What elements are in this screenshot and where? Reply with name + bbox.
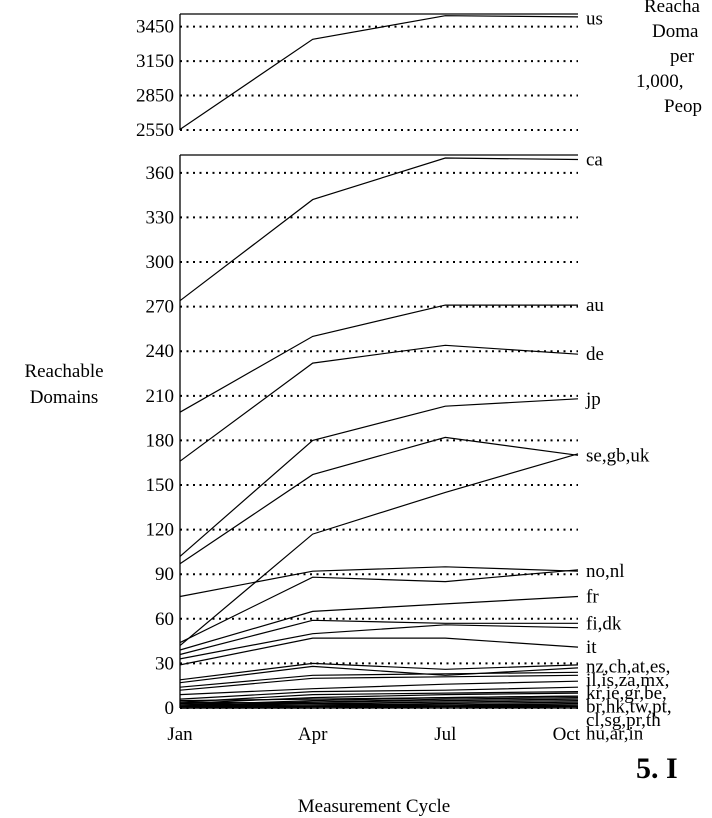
side-axis-label: Reacha Doma per 1,000, Peop [622, 0, 712, 119]
y-tick-label: 120 [146, 520, 175, 541]
series-end-label: kr,ie,gr,be, [586, 683, 667, 704]
series-line-at [179, 674, 579, 691]
series-end-label: ca [586, 149, 603, 170]
series-line-fi [179, 624, 579, 660]
series-end-label: hu,ar,in [586, 723, 644, 744]
series-line-ca [179, 157, 579, 302]
y-tick-label: 300 [146, 252, 175, 273]
y-tick-label: 3150 [136, 51, 174, 72]
series-end-label: fr [586, 587, 599, 608]
series-end-label: au [586, 295, 604, 316]
series-end-label: cl,sg,pr,th [586, 710, 661, 731]
series-line-sg [180, 704, 579, 708]
y-axis-label: Domains [30, 387, 99, 408]
series-line-ie [179, 695, 579, 702]
series-line-de [179, 344, 579, 462]
series-end-label: br,hk,tw,pt, [586, 697, 672, 718]
series-line-nl [179, 595, 579, 651]
side-label-line: per [670, 46, 695, 67]
y-tick-label: 210 [146, 386, 175, 407]
series-line-us [179, 15, 579, 130]
series-end-label: de [586, 344, 604, 365]
series-line-uk [179, 566, 579, 598]
series-line-ch [179, 671, 579, 688]
section-heading: 5. I [636, 752, 678, 785]
y-tick-label: 2850 [136, 86, 174, 107]
x-tick-label: Jan [167, 724, 193, 745]
series-line-fr [179, 619, 578, 656]
series-line-es [179, 680, 579, 696]
series-line-no [179, 569, 579, 644]
y-tick-label: 2550 [136, 120, 174, 141]
series-line-be [179, 700, 579, 706]
side-label-line: Reacha [644, 0, 700, 17]
side-label-line: 1,000, [636, 71, 684, 92]
series-line-is [179, 691, 579, 703]
y-tick-label: 30 [155, 653, 174, 674]
y-axis-label: Reachable [24, 361, 103, 382]
y-tick-label: 90 [155, 564, 174, 585]
x-tick-label: Apr [298, 724, 328, 745]
y-tick-label: 360 [146, 163, 175, 184]
y-tick-label: 3450 [136, 17, 174, 38]
side-label-line: Doma [652, 21, 699, 42]
x-axis-label: Measurement Cycle [298, 796, 450, 817]
series-line-jp [179, 398, 579, 557]
series-end-label: us [586, 9, 603, 30]
y-tick-label: 150 [146, 475, 175, 496]
y-tick-label: 330 [146, 207, 175, 228]
series-end-label: it [586, 637, 597, 658]
y-tick-label: 60 [155, 609, 174, 630]
y-tick-label: 180 [146, 430, 175, 451]
series-line-th [180, 705, 579, 709]
series-line-au [179, 304, 578, 413]
series-end-label: se,gb,uk [586, 445, 650, 466]
series-line-se [179, 436, 579, 565]
side-label-line: Peop [664, 96, 702, 117]
y-tick-label: 240 [146, 341, 175, 362]
series-end-label: no,nl [586, 561, 625, 582]
series-end-label: il,is,za,mx, [586, 670, 669, 691]
y-tick-label: 270 [146, 297, 175, 318]
y-tick-label: 0 [165, 698, 175, 719]
series-line-za [179, 692, 579, 705]
series-end-label: fi,dk [586, 613, 622, 634]
series-line-it [179, 662, 579, 681]
series-end-label: nz,ch,at,es, [586, 656, 670, 677]
series-line-il [179, 686, 579, 700]
series-end-label: jp [585, 389, 601, 410]
x-tick-label: Jul [434, 724, 456, 745]
series-line-dk [179, 637, 579, 666]
series-line-nz [179, 665, 579, 684]
series-line-gb [179, 453, 579, 647]
x-tick-label: Oct [553, 724, 581, 745]
